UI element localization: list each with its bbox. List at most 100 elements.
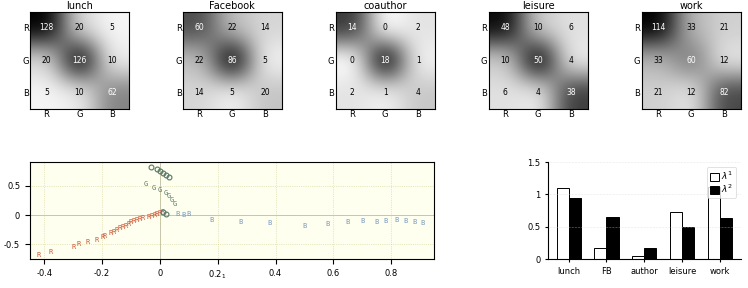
Text: 2: 2	[416, 23, 420, 32]
Text: B: B	[175, 211, 180, 217]
Text: R: R	[132, 218, 136, 224]
Text: 4: 4	[568, 56, 574, 65]
Text: 10: 10	[75, 88, 84, 97]
Title: work: work	[679, 1, 703, 11]
Text: 10: 10	[533, 23, 543, 32]
Text: G: G	[164, 190, 168, 196]
Text: 33: 33	[654, 56, 663, 65]
Text: 6: 6	[568, 23, 574, 32]
Text: 20: 20	[75, 23, 84, 32]
Text: 20: 20	[260, 88, 270, 97]
Text: 50: 50	[533, 56, 543, 65]
Text: 1: 1	[416, 56, 420, 65]
Text: B: B	[421, 220, 425, 226]
Text: 82: 82	[720, 88, 729, 97]
Text: R: R	[123, 223, 127, 229]
Text: R: R	[71, 245, 76, 251]
Text: 5: 5	[110, 23, 114, 32]
Text: 128: 128	[39, 23, 54, 32]
Text: 21: 21	[654, 88, 663, 97]
Text: R: R	[117, 225, 122, 231]
Bar	[644, 248, 656, 259]
Text: R: R	[155, 211, 159, 217]
Text: B: B	[302, 223, 307, 229]
Text: 12: 12	[687, 88, 696, 97]
Text: 60: 60	[687, 56, 696, 65]
Text: B: B	[325, 221, 330, 227]
Text: R: R	[85, 238, 90, 245]
Legend: $\lambda^1$, $\lambda^2$: $\lambda^1$, $\lambda^2$	[707, 166, 736, 198]
Text: B: B	[181, 212, 186, 218]
Text: 60: 60	[194, 23, 204, 32]
Text: R: R	[108, 230, 113, 236]
Bar	[708, 187, 720, 259]
Text: 14: 14	[194, 88, 204, 97]
Text: R: R	[158, 210, 162, 216]
Text: R: R	[120, 224, 124, 230]
Text: 114: 114	[651, 23, 666, 32]
Text: 18: 18	[381, 56, 390, 65]
Text: 86: 86	[227, 56, 237, 65]
Text: B: B	[210, 217, 214, 223]
Text: G: G	[158, 187, 162, 193]
Text: 14: 14	[260, 23, 270, 32]
Bar	[568, 198, 580, 259]
Text: 12: 12	[720, 56, 729, 65]
Title: coauthor: coauthor	[364, 1, 407, 11]
Title: Facebook: Facebook	[209, 1, 255, 11]
Text: 62: 62	[108, 88, 117, 97]
Text: 20: 20	[42, 56, 51, 65]
Text: G: G	[152, 185, 156, 191]
Bar	[670, 212, 682, 259]
Text: B: B	[375, 219, 378, 225]
X-axis label: $u_1$: $u_1$	[227, 287, 238, 288]
Text: 2: 2	[350, 88, 355, 97]
Text: 22: 22	[194, 56, 204, 65]
Text: 6: 6	[503, 88, 508, 97]
Text: R: R	[111, 229, 116, 234]
Text: 33: 33	[687, 23, 696, 32]
Text: R: R	[103, 233, 107, 239]
Text: R: R	[37, 252, 40, 258]
Text: B: B	[412, 219, 417, 225]
Text: B: B	[187, 211, 191, 217]
Text: R: R	[126, 221, 130, 227]
Title: leisure: leisure	[522, 1, 554, 11]
Text: 0: 0	[350, 56, 355, 65]
Text: 22: 22	[227, 23, 237, 32]
Title: lunch: lunch	[66, 1, 93, 11]
Bar	[720, 218, 732, 259]
Text: R: R	[147, 214, 150, 220]
Text: G: G	[169, 197, 174, 203]
Text: 38: 38	[566, 88, 576, 97]
Text: 0: 0	[383, 23, 387, 32]
Text: 10: 10	[108, 56, 117, 65]
Text: R: R	[141, 215, 144, 221]
Text: B: B	[360, 218, 364, 224]
Text: 14: 14	[348, 23, 357, 32]
Bar	[595, 248, 607, 259]
Text: 5: 5	[44, 88, 49, 97]
Text: 5: 5	[230, 88, 235, 97]
Bar	[607, 217, 619, 259]
Text: 126: 126	[72, 56, 87, 65]
Text: B: B	[268, 220, 272, 226]
Bar	[632, 256, 644, 259]
Text: R: R	[100, 234, 104, 240]
Text: R: R	[161, 209, 165, 215]
Text: G: G	[172, 201, 177, 207]
Text: B: B	[383, 218, 387, 224]
Text: R: R	[152, 212, 156, 218]
Text: 4: 4	[536, 88, 541, 97]
Text: 48: 48	[500, 23, 510, 32]
Bar	[557, 188, 568, 259]
Text: 21: 21	[720, 23, 729, 32]
Text: B: B	[395, 217, 399, 223]
Text: 1: 1	[383, 88, 387, 97]
Text: R: R	[149, 213, 153, 219]
Text: R: R	[129, 219, 133, 225]
Text: R: R	[135, 217, 139, 223]
Text: R: R	[48, 249, 52, 255]
Text: B: B	[403, 218, 408, 224]
Text: R: R	[94, 237, 99, 243]
